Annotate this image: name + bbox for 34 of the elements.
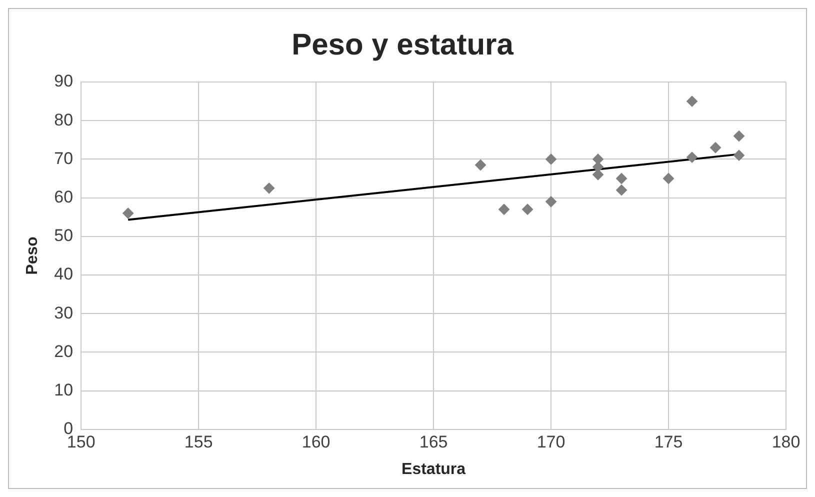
point xyxy=(734,150,745,161)
point xyxy=(686,152,698,163)
point xyxy=(498,204,510,215)
y-tick-label: 80 xyxy=(54,110,74,130)
y-tick-label: 70 xyxy=(54,148,74,168)
y-tick-label: 30 xyxy=(54,303,74,322)
point xyxy=(616,184,628,196)
x-tick-label: 175 xyxy=(654,432,683,452)
y-tick-label: 20 xyxy=(54,342,74,361)
point xyxy=(264,182,275,194)
point xyxy=(686,96,698,107)
y-tick-label: 50 xyxy=(54,226,74,246)
point xyxy=(592,169,604,180)
point xyxy=(710,142,722,154)
point xyxy=(546,196,557,208)
x-tick-label: 170 xyxy=(536,432,566,452)
y-tick-label: 40 xyxy=(54,264,74,284)
point xyxy=(122,208,134,219)
x-tick-label: 165 xyxy=(419,432,448,452)
point xyxy=(475,159,486,170)
point xyxy=(546,154,557,165)
y-axis-title: Peso xyxy=(24,236,42,275)
point xyxy=(663,173,674,184)
y-tick-label: 10 xyxy=(54,380,74,400)
point xyxy=(522,204,534,215)
x-axis-title: Estatura xyxy=(402,460,466,478)
y-tick-label: 90 xyxy=(54,72,74,91)
x-tick-label: 155 xyxy=(184,432,213,452)
chart-title: Peso y estatura xyxy=(292,28,514,62)
point xyxy=(616,173,628,184)
x-tick-label: 160 xyxy=(302,432,330,452)
y-tick-label: 60 xyxy=(54,187,74,206)
point xyxy=(734,130,745,142)
x-tick-label: 180 xyxy=(772,432,800,452)
